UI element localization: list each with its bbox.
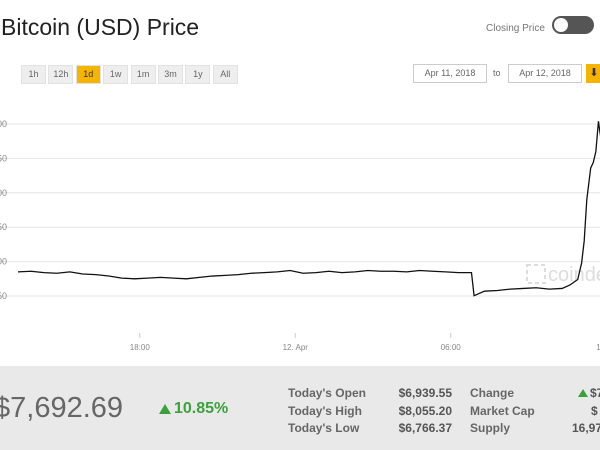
change-percent: 10.85% <box>174 400 229 417</box>
date-to[interactable]: Apr 12, 2018 <box>508 64 582 83</box>
y-tick-label: 7,250 <box>0 222 7 232</box>
closing-price-toggle[interactable] <box>552 16 594 34</box>
toggle-label: Closing Price <box>486 23 545 34</box>
stat-label: Today's High <box>288 403 362 418</box>
x-tick-label: 12:00 <box>596 343 600 352</box>
stat-label: Market Cap <box>470 403 535 418</box>
title: Bitcoin (USD) Price <box>1 14 200 40</box>
range-button[interactable]: 1h <box>21 65 46 84</box>
stat-value: $6,939.55 <box>398 386 452 400</box>
stat-value: $ <box>591 403 598 418</box>
change-arrow <box>578 389 588 397</box>
y-tick-label: 8,000 <box>0 119 7 129</box>
price: $7,692.69 <box>0 392 124 424</box>
x-tick-label: 18:00 <box>130 343 151 352</box>
download-button[interactable]: ⬇ <box>586 64 600 83</box>
range-button[interactable]: All <box>212 65 238 84</box>
summary-panel <box>0 366 600 450</box>
watermark: coindesk <box>548 264 600 286</box>
stat-label: Change <box>470 386 515 400</box>
range-button[interactable]: 1d <box>75 65 101 84</box>
y-tick-label: 7,500 <box>0 188 7 198</box>
stat-value: $7 <box>590 386 600 400</box>
toggle-knob <box>554 18 568 32</box>
price-line <box>17 121 600 297</box>
stat-label: Today's Open <box>288 386 366 400</box>
stat-value: $6,766.37 <box>398 421 452 435</box>
y-tick-label: 7,750 <box>0 153 7 163</box>
stat-value: 16,97 <box>572 421 600 435</box>
range-button[interactable]: 3m <box>158 65 183 84</box>
up-arrow <box>159 404 171 414</box>
date-from[interactable]: Apr 11, 2018 <box>413 64 487 83</box>
range-button[interactable]: 12h <box>48 65 74 84</box>
stat-label: Supply <box>470 421 511 435</box>
date-separator: to <box>493 68 501 78</box>
y-tick-label: 6,750 <box>0 291 7 301</box>
chart: 6,750 7,000 7,250 7,500 7,750 8,000 18:00 12. A… <box>0 119 600 352</box>
x-tick-label: 06:00 <box>441 343 462 352</box>
range-button[interactable]: 1m <box>130 65 156 84</box>
y-tick-label: 7,000 <box>0 257 7 267</box>
stat-label: Today's Low <box>288 421 360 435</box>
x-tick-label: 12. Apr <box>283 343 309 352</box>
range-button[interactable]: 1w <box>103 65 129 84</box>
stat-value: $8,055.20 <box>398 403 452 418</box>
watermark-logo <box>526 264 546 284</box>
range-button[interactable]: 1y <box>185 65 211 84</box>
